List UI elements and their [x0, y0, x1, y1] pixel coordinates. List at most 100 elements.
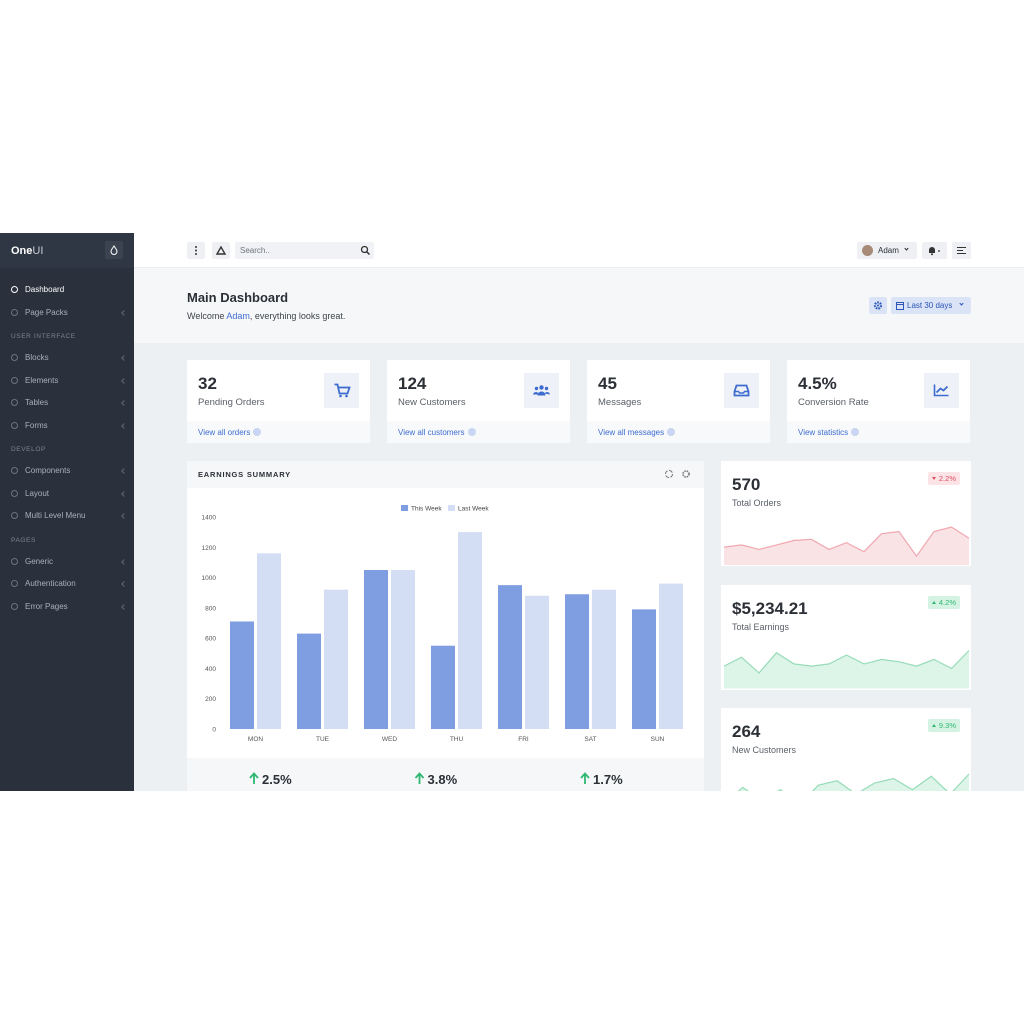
change-badge: 9.3% [927, 719, 960, 732]
menu-item[interactable]: Tables [0, 393, 134, 413]
earnings-title: EARNINGS SUMMARY [198, 470, 291, 479]
x-tick-label: SUN [651, 736, 665, 743]
theme-button[interactable] [105, 241, 123, 259]
search-icon [360, 245, 371, 256]
y-tick-label: 1400 [202, 515, 217, 522]
x-tick-label: SAT [584, 736, 596, 743]
change-value: 9.3% [938, 721, 956, 730]
growth-value: 3.8% [428, 772, 458, 787]
menu-icon [957, 247, 966, 254]
stat-footer [787, 421, 970, 443]
bar [525, 595, 549, 729]
stat-label: New Customers [398, 397, 466, 408]
user-button[interactable]: Adam [857, 242, 917, 259]
earnings-tools[interactable] [663, 468, 693, 480]
menu-item[interactable]: Components [0, 461, 134, 481]
welcome-name[interactable]: Adam [226, 311, 250, 321]
bar [458, 532, 482, 729]
change-value: 4.2% [938, 597, 956, 607]
menu-item[interactable]: Authentication [0, 574, 134, 594]
dots-icon [195, 246, 197, 255]
stat-value: 4.5% [798, 374, 837, 393]
search-placeholder: Search.. [240, 246, 270, 255]
stat-card[interactable]: 32 Pending Orders View all orders [187, 360, 370, 443]
bar [592, 589, 616, 729]
menu-item[interactable]: Layout [0, 484, 134, 504]
bar [391, 570, 415, 729]
x-tick-label: MON [248, 736, 263, 743]
menu-item[interactable]: Page Packs [0, 303, 134, 323]
link-arrow [667, 428, 676, 436]
menu-label: Elements [25, 375, 59, 385]
menu-item[interactable]: Generic [0, 552, 134, 572]
stat-value: 32 [198, 374, 217, 393]
stat-link[interactable]: View all customers [398, 428, 476, 437]
y-tick-label: 600 [205, 636, 216, 643]
up-arrow [580, 772, 590, 784]
layout-icon [215, 245, 227, 255]
menu-label: Forms [25, 420, 48, 430]
stat-link-text: View statistics [798, 428, 849, 437]
search-box[interactable]: Search.. [235, 242, 374, 259]
stat-link[interactable]: View all messages [598, 428, 676, 437]
menu-label: Blocks [25, 353, 49, 362]
stat-card[interactable]: 4.5% Conversion Rate View statistics [787, 360, 970, 443]
options-button[interactable] [187, 242, 205, 259]
menu-item[interactable]: Blocks [0, 348, 134, 368]
change-badge: 4.2% [927, 595, 960, 609]
menu-item[interactable]: Error Pages [0, 597, 134, 617]
avatar [862, 245, 873, 256]
menu-item[interactable]: Dashboard [0, 280, 134, 300]
menu-icon [11, 354, 18, 361]
icon [334, 383, 351, 398]
brand[interactable]: OneUI [11, 245, 43, 257]
x-tick-label: TUE [316, 736, 330, 743]
sparkline-area [724, 527, 969, 565]
menu-heading: PAGES [11, 536, 36, 544]
app: OneUI Dashboard Page Packs USER INTERFACE B… [0, 233, 1024, 791]
menu-icon [11, 489, 18, 497]
menu-icon [11, 580, 18, 587]
menu-heading: USER INTERFACE [11, 333, 76, 340]
sparkline-area [738, 774, 969, 791]
side-overlay-button[interactable] [952, 242, 971, 259]
menu-item[interactable]: Forms [0, 416, 134, 436]
sparkline-line [737, 773, 970, 791]
settings-button[interactable] [869, 297, 887, 314]
growth-value: 2.5% [262, 772, 292, 787]
menu-item[interactable]: Elements [0, 371, 134, 391]
widget-label: Total Earnings [732, 621, 790, 632]
bar [498, 585, 522, 729]
calendar-icon [896, 302, 904, 310]
sidebar [0, 233, 134, 791]
welcome: Welcome Adam, everything looks great. [187, 311, 345, 321]
icon [933, 384, 949, 397]
legend-label: Last Week [458, 506, 489, 513]
stat-link[interactable]: View statistics [798, 428, 860, 437]
link-arrow [851, 428, 860, 436]
x-tick-label: THU [450, 736, 464, 743]
menu-item[interactable]: Multi Level Menu [0, 506, 134, 526]
stat-card[interactable]: 124 New Customers View all customers [387, 360, 570, 443]
menu-label: Generic [25, 556, 54, 566]
menu-label: Tables [25, 398, 49, 407]
stat-link-text: View all orders [198, 428, 251, 437]
earnings-header [187, 461, 704, 488]
menu-icon [11, 467, 18, 474]
stat-label: Pending Orders [198, 397, 265, 408]
layout-button[interactable] [212, 242, 230, 259]
notifications-button[interactable] [922, 242, 947, 259]
brand-suffix: UI [32, 245, 44, 257]
page-title: Main Dashboard [187, 290, 289, 305]
menu-label: Dashboard [25, 285, 65, 294]
stat-link[interactable]: View all orders [198, 428, 262, 437]
earnings-footer [187, 758, 704, 791]
stat-icon [924, 373, 959, 408]
drop-icon [110, 245, 118, 255]
range-button[interactable]: Last 30 days [891, 297, 971, 314]
menu-icon [11, 602, 18, 610]
icon [733, 384, 750, 397]
stat-card[interactable]: 45 Messages View all messages [587, 360, 770, 443]
legend-swatch [448, 505, 455, 511]
